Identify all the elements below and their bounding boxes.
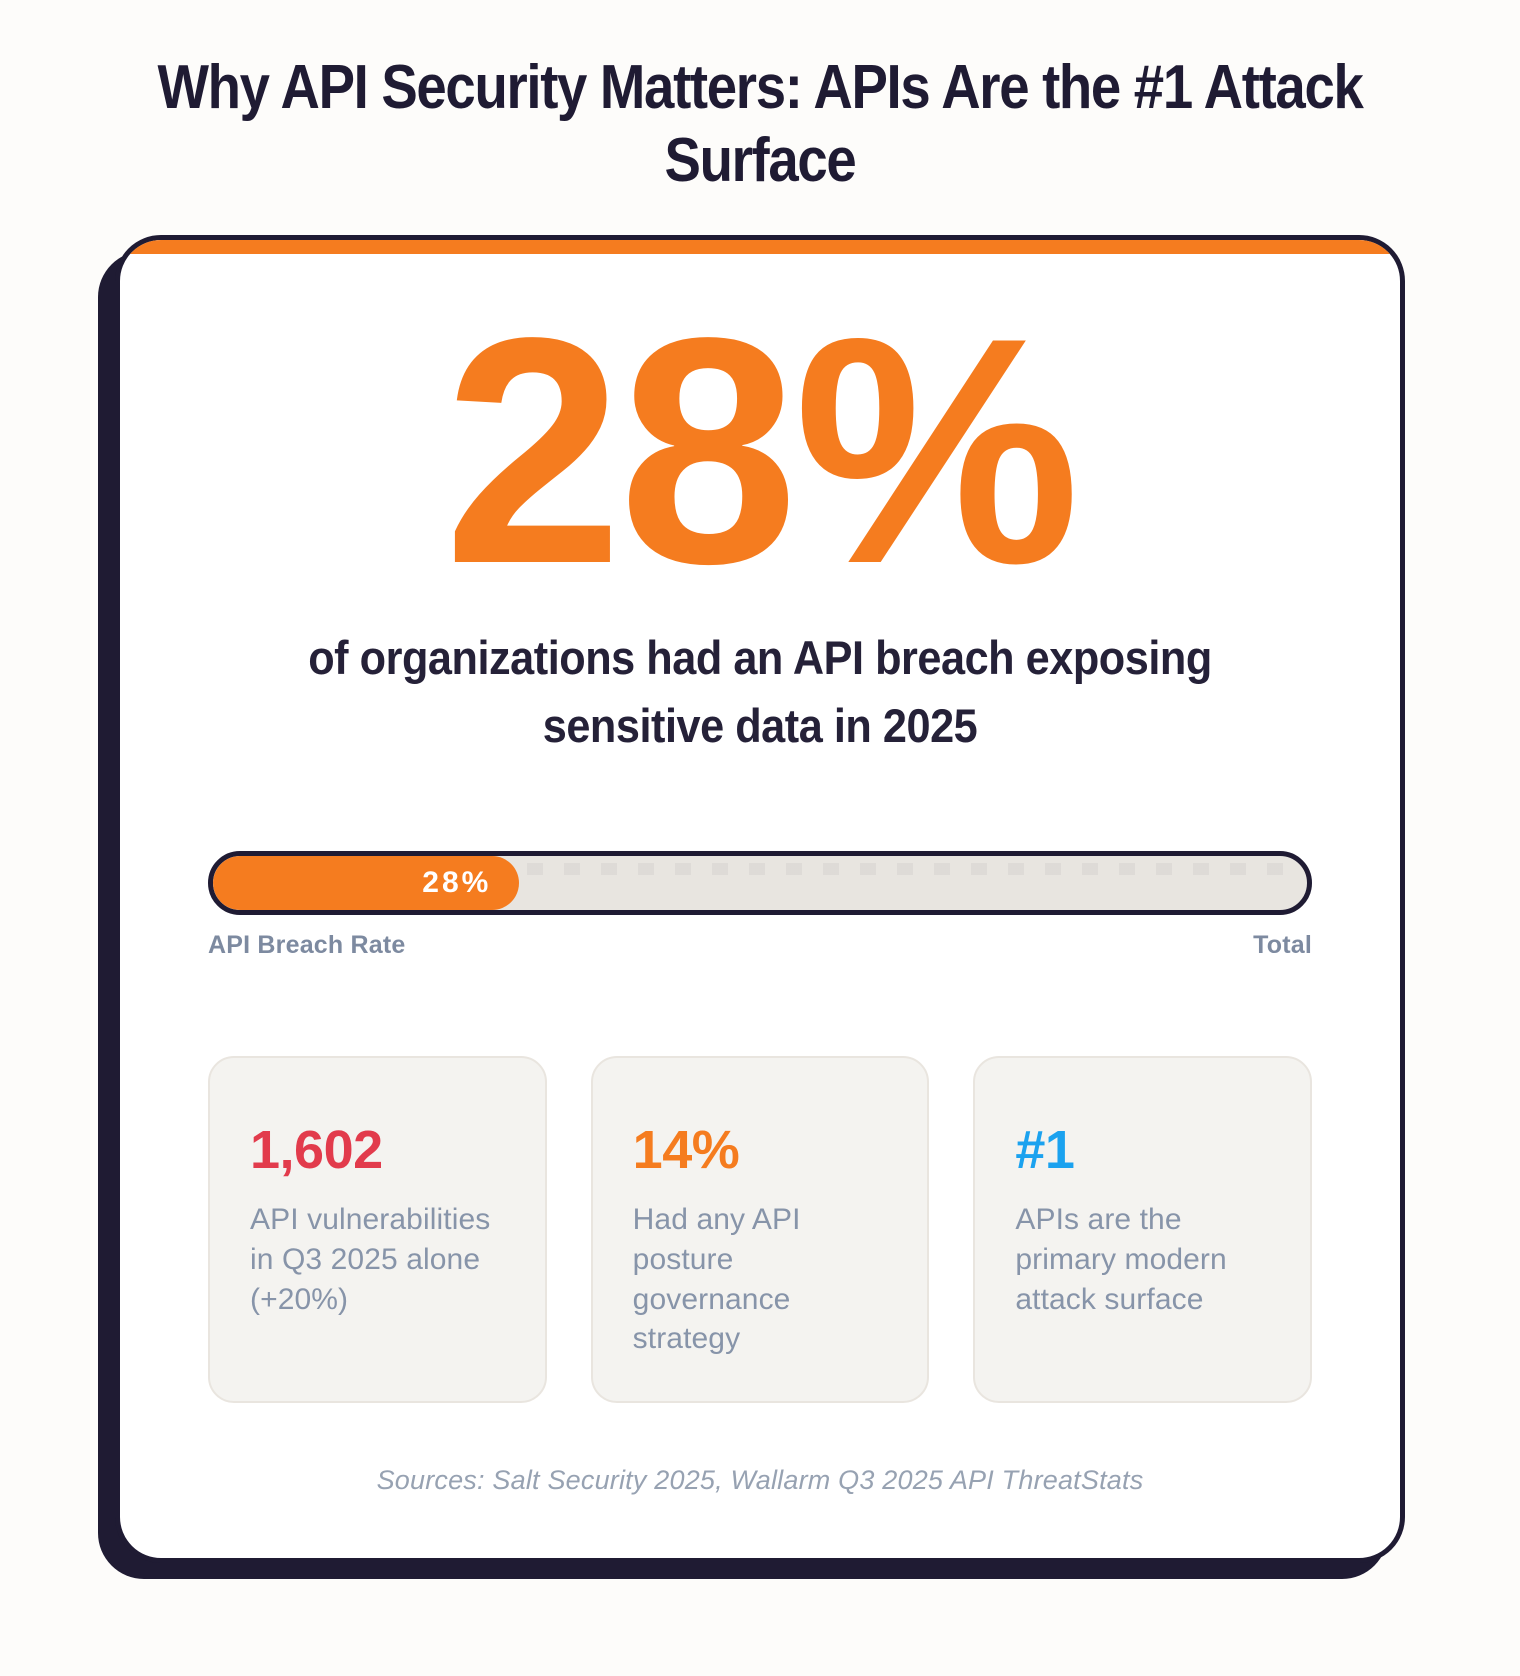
stat-value: 1,602 [250,1119,383,1180]
progress-right-label: Total [1253,930,1312,959]
stat-description: APIs are the primary modern attack surfa… [1015,1203,1227,1316]
stat-card-vulnerabilities: 1,602 API vulnerabilities in Q3 2025 alo… [208,1055,547,1403]
stat-card-governance: 14% Had any API posture governance strat… [590,1055,930,1403]
sources-note: Sources: Salt Security 2025, Wallarm Q3 … [376,1464,1144,1495]
stat-description: Had any API posture governance strategy [632,1203,801,1356]
stats-row: 1,602 API vulnerabilities in Q3 2025 alo… [208,1055,1313,1403]
stat-value: 14% [632,1119,740,1180]
card-content: 28% of organizations had an API breach e… [120,254,1400,1558]
progress-track: 28% [208,850,1312,915]
progress-left-label: API Breach Rate [208,930,406,959]
card-accent-strip [120,240,1400,255]
progress-axis-labels: API Breach Rate Total [208,931,1312,960]
infographic-card: 28% of organizations had an API breach e… [115,235,1405,1563]
hero-stat-value: 28% [443,272,1080,632]
stat-value: #1 [1015,1119,1075,1180]
progress-fill-label: 28% [422,865,492,899]
breach-rate-progress: 28% API Breach Rate Total [208,850,1312,960]
stat-description: API vulnerabilities in Q3 2025 alone (+2… [250,1203,491,1316]
stat-card-attack-surface: #1 APIs are the primary modern attack su… [973,1055,1313,1403]
progress-fill: 28% [213,855,520,910]
hero-stat-caption: of organizations had an API breach expos… [308,631,1212,752]
page-title: Why API Security Matters: APIs Are the #… [157,53,1363,195]
